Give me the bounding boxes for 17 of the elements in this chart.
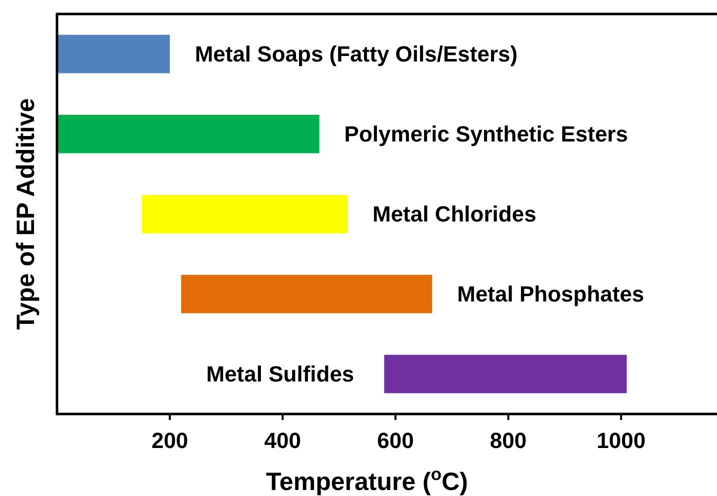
y-tick-label: Metal Soaps (Fatty Oils/Esters) [194, 42, 518, 67]
y-tick-label: Metal Phosphates [457, 282, 644, 307]
y-tick-label: Metal Chlorides [372, 202, 536, 227]
x-axis-title: Temperature ($^{o}$C) [266, 464, 468, 496]
bar [57, 114, 320, 154]
y-tick-label: Metal Sulfides [206, 362, 354, 387]
bar [57, 34, 170, 74]
bar [142, 194, 348, 234]
x-tick-label: 800 [490, 428, 527, 453]
x-tick-label: 400 [264, 428, 301, 453]
x-tick-label: 600 [377, 428, 414, 453]
x-tick-label: 1000 [596, 428, 646, 453]
y-axis-title: Type of EP Additive [12, 98, 40, 330]
y-tick-label: Polymeric Synthetic Esters [344, 122, 628, 147]
x-tick-label: 200 [151, 428, 188, 453]
bar [384, 354, 627, 394]
bar [181, 274, 432, 314]
